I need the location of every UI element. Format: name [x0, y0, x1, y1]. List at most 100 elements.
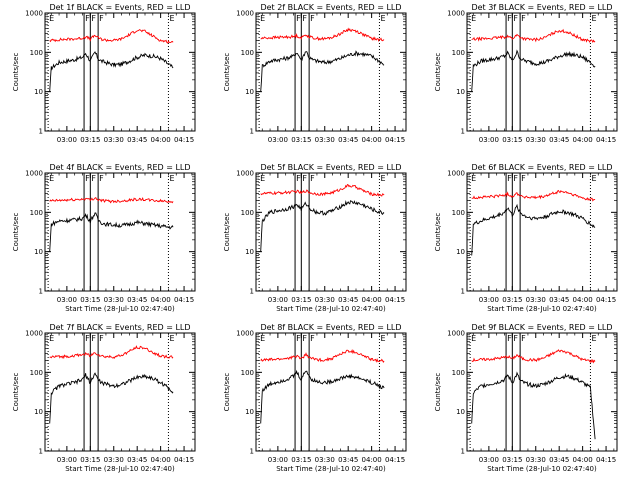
marker-label: F [302, 14, 307, 23]
marker-label: F [296, 14, 301, 23]
plot-frame [466, 332, 618, 452]
y-tick-label: 100 [30, 49, 43, 57]
marker-label: F [296, 174, 301, 183]
plot-frame [466, 12, 618, 132]
y-tick-label: 1000 [236, 10, 254, 18]
marker-label: E [169, 14, 174, 23]
marker-label: E [591, 174, 596, 183]
y-tick-label: 1000 [25, 10, 43, 18]
y-tick-label: 1000 [447, 330, 465, 338]
marker-label: F [85, 174, 90, 183]
series-line-lld [471, 28, 596, 44]
marker-label: F [91, 334, 96, 343]
x-tick-label: 03:15 [502, 136, 522, 144]
panel-det-8: Det 8f BLACK = Events, RED = LLD 1 10 100 10… [223, 323, 407, 473]
panel-det-1: Det 1f BLACK = Events, RED = LLD 1 10 100 10… [12, 3, 196, 144]
x-tick-label: 03:30 [315, 296, 335, 304]
panel-det-5: Det 5f BLACK = Events, RED = LLD 1 10 100 10… [223, 163, 407, 313]
x-tick-label: 03:45 [549, 456, 569, 464]
marker-label: F [507, 174, 512, 183]
marker-label: E [49, 334, 54, 343]
y-tick-label: 1 [39, 128, 43, 136]
y-tick-label: 10 [245, 248, 254, 256]
x-tick-label: 04:00 [151, 296, 171, 304]
panel-title: Det 7f BLACK = Events, RED = LLD [49, 323, 190, 332]
series-line-events [49, 372, 174, 424]
plot-frame [44, 12, 196, 132]
x-tick-label: 03:30 [104, 456, 124, 464]
marker-label: F [302, 174, 307, 183]
y-tick-label: 1 [39, 448, 43, 456]
plot-frame [255, 12, 407, 132]
y-axis-label: Counts/sec [12, 213, 20, 252]
x-tick-label: 03:45 [549, 296, 569, 304]
x-tick-label: 04:15 [385, 136, 405, 144]
x-tick-label: 04:00 [151, 456, 171, 464]
x-axis-label: Start Time (28-Jul-10 02:47:40) [487, 305, 597, 313]
marker-label: F [507, 334, 512, 343]
x-tick-label: 03:30 [526, 136, 546, 144]
x-tick-label: 03:45 [127, 136, 147, 144]
y-tick-label: 1 [250, 448, 254, 456]
series-line-lld [260, 348, 385, 363]
x-tick-label: 03:30 [104, 136, 124, 144]
marker-label: F [521, 14, 526, 23]
series-line-events [260, 369, 385, 424]
panel-title: Det 6f BLACK = Events, RED = LLD [471, 163, 612, 172]
series-line-lld [49, 29, 174, 44]
plot-frame [44, 172, 196, 292]
series-line-lld [471, 189, 596, 202]
y-axis-label: Counts/sec [12, 373, 20, 412]
marker-label: E [380, 174, 385, 183]
x-tick-label: 03:45 [338, 136, 358, 144]
y-tick-label: 100 [452, 369, 465, 377]
marker-label: E [591, 14, 596, 23]
x-tick-label: 04:00 [362, 136, 382, 144]
x-tick-label: 04:00 [573, 456, 593, 464]
panel-det-3: Det 3f BLACK = Events, RED = LLD 1 10 100 10… [434, 3, 618, 144]
marker-label: F [513, 174, 518, 183]
y-tick-label: 1 [461, 128, 465, 136]
series-line-events [471, 203, 596, 256]
series-line-lld [49, 345, 174, 360]
x-tick-label: 04:15 [596, 456, 616, 464]
x-tick-label: 04:00 [151, 136, 171, 144]
y-axis-label: Counts/sec [223, 373, 231, 412]
y-tick-label: 100 [241, 209, 254, 217]
y-tick-label: 10 [456, 248, 465, 256]
x-tick-label: 03:15 [291, 456, 311, 464]
y-tick-label: 1 [461, 448, 465, 456]
x-axis-label: Start Time (28-Jul-10 02:47:40) [65, 305, 175, 313]
panel-det-2: Det 2f BLACK = Events, RED = LLD 1 10 100 10… [223, 3, 407, 144]
marker-label: F [302, 334, 307, 343]
y-tick-label: 1 [461, 288, 465, 296]
marker-label: F [85, 14, 90, 23]
marker-label: E [380, 14, 385, 23]
x-tick-label: 03:00 [57, 136, 77, 144]
x-tick-label: 03:45 [127, 296, 147, 304]
x-tick-label: 03:15 [502, 456, 522, 464]
marker-label: E [49, 14, 54, 23]
y-tick-label: 10 [34, 88, 43, 96]
marker-label: F [507, 14, 512, 23]
y-tick-label: 1000 [447, 10, 465, 18]
x-tick-label: 03:15 [80, 136, 100, 144]
y-tick-label: 1000 [236, 330, 254, 338]
x-axis-label: Start Time (28-Jul-10 02:47:40) [276, 465, 386, 473]
x-axis-label: Start Time (28-Jul-10 02:47:40) [276, 305, 386, 313]
marker-label: F [513, 334, 518, 343]
x-tick-label: 04:15 [385, 456, 405, 464]
x-tick-label: 03:00 [479, 456, 499, 464]
series-line-lld [471, 349, 596, 364]
y-tick-label: 100 [30, 209, 43, 217]
x-tick-label: 03:00 [479, 136, 499, 144]
marker-label: F [91, 14, 96, 23]
marker-label: F [99, 334, 104, 343]
y-axis-label: Counts/sec [434, 213, 442, 252]
y-tick-label: 10 [245, 408, 254, 416]
panel-det-9: Det 9f BLACK = Events, RED = LLD 1 10 100 10… [434, 323, 618, 473]
x-tick-label: 03:00 [57, 456, 77, 464]
marker-label: E [260, 334, 265, 343]
x-tick-label: 04:00 [573, 136, 593, 144]
plot-frame [44, 332, 196, 452]
